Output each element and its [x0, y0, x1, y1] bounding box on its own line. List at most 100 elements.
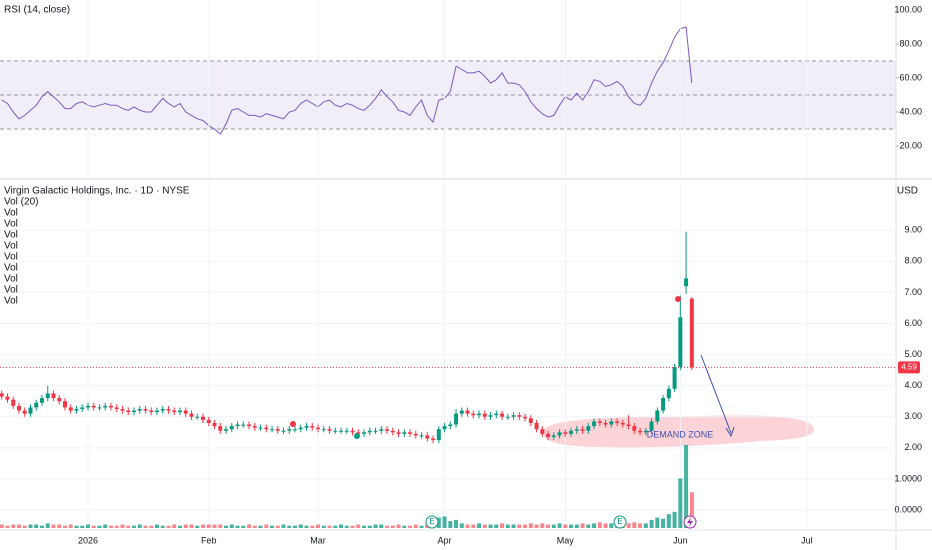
volume-bar: [413, 524, 418, 528]
candle-body: [367, 430, 372, 433]
earnings-marker[interactable]: [425, 515, 439, 529]
candle-body: [143, 408, 148, 411]
candle-body: [356, 432, 361, 434]
y-tick-label: 5.00: [904, 349, 922, 359]
earnings-label: E: [617, 517, 622, 526]
candle-body: [229, 426, 234, 430]
candle-body: [448, 424, 453, 427]
volume-bar: [264, 524, 269, 528]
candle-body: [178, 410, 183, 413]
candle-body: [350, 430, 355, 433]
indicator-label: Vol: [4, 296, 18, 307]
candle-body: [551, 435, 556, 437]
volume-bar: [166, 525, 171, 528]
volume-bar: [408, 525, 413, 528]
volume-bar: [356, 524, 361, 528]
candle-body: [189, 413, 194, 417]
volume-bar: [327, 525, 332, 528]
candle-body: [511, 415, 516, 417]
volume-bar: [68, 524, 73, 528]
volume-bar: [569, 524, 574, 528]
volume-bar: [678, 478, 683, 528]
volume-bar: [442, 516, 447, 528]
candle-body: [638, 430, 643, 433]
arrow: [700, 354, 732, 434]
candle-body: [442, 426, 447, 430]
candle-body: [528, 418, 533, 423]
indicator-label: Vol: [4, 208, 18, 219]
earnings-label: E: [429, 517, 434, 526]
candle-body: [597, 421, 602, 423]
volume-bar: [373, 524, 378, 528]
candle-body: [557, 432, 562, 436]
volume-bar: [684, 444, 689, 528]
candle-body: [5, 396, 10, 400]
volume-bar: [333, 525, 338, 528]
volume-bar: [57, 524, 62, 528]
volume-bar: [390, 525, 395, 528]
y-tick-label: 40.00: [899, 106, 922, 116]
volume-bar: [114, 525, 119, 528]
candle-body: [11, 399, 16, 406]
candle-body: [465, 410, 470, 414]
earnings-marker[interactable]: [613, 515, 627, 529]
event-dot: [290, 421, 296, 427]
volume-bar: [528, 523, 533, 528]
volume-bar: [505, 524, 510, 528]
volume-bar: [189, 524, 194, 528]
lightning-icon: [687, 517, 693, 527]
y-tick-label: 9.00: [904, 225, 922, 235]
rsi-line: [1, 26, 693, 135]
candle-body: [114, 407, 119, 409]
candle-body: [523, 416, 528, 419]
candle-body: [131, 410, 136, 413]
volume-bar: [229, 524, 234, 528]
volume-bar: [482, 524, 487, 528]
candle-body: [385, 429, 390, 431]
candle-body: [39, 398, 44, 403]
candle-body: [620, 422, 625, 425]
volume-bar: [367, 525, 372, 528]
candle-body: [517, 415, 522, 417]
currency: USD: [897, 186, 918, 197]
indicator-label: Vol: [4, 263, 18, 274]
volume-bar: [350, 525, 355, 528]
candle-body: [103, 405, 108, 408]
volume-bar: [74, 525, 79, 528]
candle-body: [51, 393, 56, 399]
volume-bar: [34, 524, 39, 528]
candle-body: [281, 430, 286, 432]
volume-bar: [143, 525, 148, 528]
volume-bar: [649, 519, 654, 528]
volume-bar: [62, 525, 67, 528]
volume-bar: [310, 525, 315, 528]
volume-bar: [126, 525, 131, 528]
y-tick-label: 1.0000: [894, 473, 922, 483]
candle-body: [454, 413, 459, 425]
candle-body: [28, 407, 33, 414]
volume-bar: [477, 523, 482, 528]
volume-bar: [275, 525, 280, 528]
volume-bar: [22, 525, 27, 528]
candle-body: [16, 405, 21, 411]
candle-body: [45, 393, 50, 399]
indicator-label: Vol: [4, 274, 18, 285]
candle-body: [471, 413, 476, 416]
volume-bar: [224, 525, 229, 528]
candle-body: [137, 408, 142, 411]
candle-body: [689, 298, 694, 368]
volume-bar: [103, 524, 108, 528]
candle-body: [120, 408, 125, 411]
volume-bar: [281, 524, 286, 528]
candle-body: [569, 430, 574, 434]
candle-body: [396, 432, 401, 434]
candle-body: [482, 413, 487, 417]
volume-bar: [91, 525, 96, 528]
volume-bar: [304, 525, 309, 528]
candle-body: [643, 430, 648, 433]
volume-bar: [120, 524, 125, 528]
candle-body: [477, 413, 482, 416]
volume-bar: [592, 523, 597, 528]
candle-body: [500, 413, 505, 417]
